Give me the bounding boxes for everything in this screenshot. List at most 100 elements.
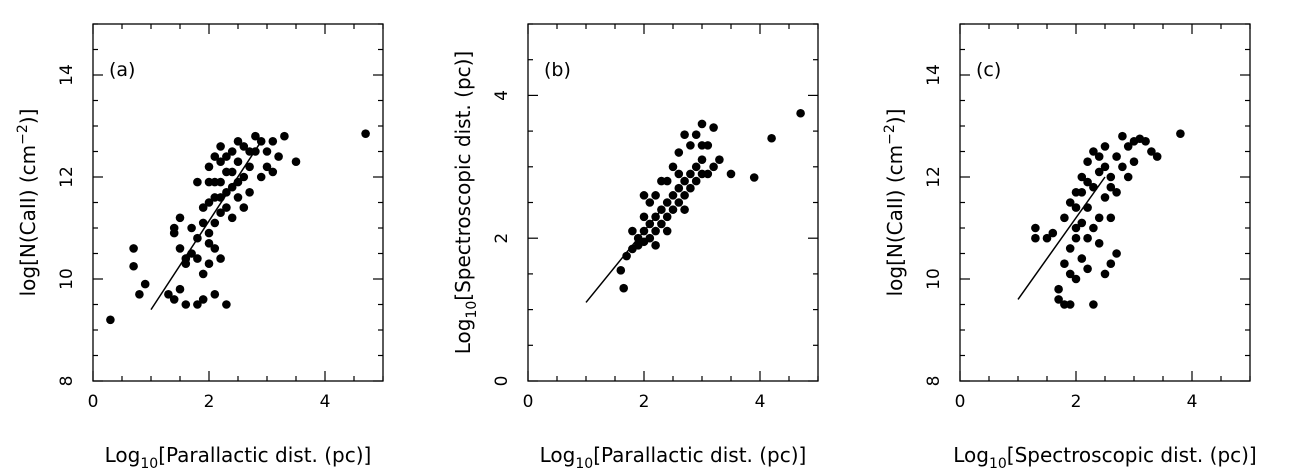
fit-line (1017, 176, 1106, 300)
data-point (674, 198, 684, 207)
data-point (1060, 213, 1069, 223)
data-point (1118, 131, 1127, 141)
data-point (222, 203, 231, 212)
data-point (1071, 203, 1081, 212)
data-point (233, 137, 243, 146)
data-point (1094, 239, 1104, 248)
data-point (210, 152, 220, 161)
data-point (262, 147, 272, 156)
x-tick-label: 2 (639, 392, 650, 412)
data-point (169, 295, 179, 304)
data-point (1077, 188, 1087, 197)
data-point (697, 155, 707, 164)
data-point (175, 213, 185, 223)
data-point (674, 169, 684, 179)
data-point (216, 254, 225, 263)
x-tick-label: 0 (955, 392, 966, 412)
y-tick-label: 4 (492, 90, 512, 101)
data-point (1071, 233, 1081, 243)
data-point (662, 226, 672, 236)
data-point (697, 119, 707, 129)
data-point (1060, 259, 1069, 269)
data-point (1094, 152, 1104, 161)
y-tick-label: 12 (57, 166, 77, 188)
x-axis-title: Log10[Spectroscopic dist. (pc)] (953, 443, 1257, 472)
data-point (1083, 203, 1092, 212)
data-point (210, 244, 220, 253)
x-tick-label: 0 (88, 392, 99, 412)
data-point (245, 147, 254, 156)
data-point (129, 244, 138, 253)
data-point (193, 233, 202, 243)
data-point (691, 130, 701, 139)
data-point (222, 188, 231, 197)
data-point (619, 283, 628, 293)
data-point (256, 137, 266, 146)
data-point (227, 182, 237, 192)
data-point (1054, 284, 1063, 294)
data-point (204, 198, 214, 207)
data-point (198, 295, 208, 304)
data-point (1094, 167, 1104, 177)
x-tick-label: 4 (1187, 392, 1198, 412)
data-point (1065, 269, 1075, 279)
data-point (1152, 152, 1162, 161)
data-point (645, 198, 655, 207)
data-point (1071, 274, 1081, 284)
data-point (256, 172, 266, 182)
panel-label: (b) (544, 59, 571, 81)
data-point (1112, 152, 1121, 161)
data-point (1077, 172, 1087, 182)
data-point (193, 300, 202, 309)
data-point (668, 205, 678, 214)
data-point (181, 300, 191, 309)
data-point (204, 228, 214, 238)
data-point (222, 152, 231, 161)
data-point (697, 141, 707, 150)
y-tick-label: 10 (924, 268, 944, 290)
data-point (1141, 137, 1150, 146)
data-point (233, 177, 243, 187)
data-point (268, 167, 278, 177)
data-point (639, 212, 649, 222)
data-point (1048, 228, 1058, 238)
data-point (245, 162, 254, 172)
data-point (291, 157, 301, 166)
data-point (657, 205, 666, 214)
data-point (668, 162, 678, 172)
data-point (703, 169, 713, 179)
data-point (106, 315, 115, 325)
data-point (651, 241, 660, 250)
data-point (187, 249, 196, 258)
data-point (1042, 233, 1052, 243)
data-point (680, 130, 689, 139)
data-point (204, 239, 214, 248)
data-point (233, 157, 243, 166)
data-point (674, 148, 684, 157)
data-point (715, 155, 724, 164)
y-tick-label: 12 (924, 166, 944, 188)
data-point (709, 162, 718, 172)
data-point (198, 218, 208, 228)
data-point (726, 169, 736, 179)
data-point (1077, 254, 1087, 263)
data-point (239, 142, 249, 151)
data-point (1065, 198, 1075, 207)
data-point (175, 284, 185, 294)
data-point (280, 131, 289, 141)
data-point (686, 183, 695, 193)
data-point (1083, 233, 1092, 243)
data-point (233, 193, 243, 202)
y-tick-label: 0 (492, 376, 512, 387)
data-point (193, 177, 202, 187)
data-point (622, 251, 631, 261)
x-axis-title: Log10[Parallactic dist. (pc)] (540, 443, 807, 472)
data-point (274, 152, 283, 161)
data-point (645, 233, 655, 243)
data-point (268, 137, 278, 146)
data-point (668, 191, 678, 200)
data-point (361, 129, 370, 138)
data-point (187, 223, 196, 233)
data-point (204, 259, 214, 269)
